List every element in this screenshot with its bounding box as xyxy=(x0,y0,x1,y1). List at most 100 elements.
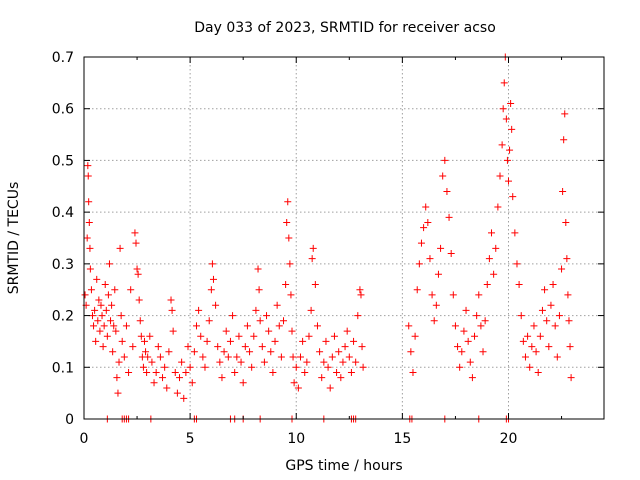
data-point-0-30 xyxy=(110,322,118,330)
data-point-0-163 xyxy=(354,312,362,320)
data-point-0-72 xyxy=(176,374,184,382)
axis-ticks: 0 5 10 15 20 0 0.1 0.2 0.3 0.4 0.5 0.6 0.7 xyxy=(52,50,604,447)
data-point-0-81 xyxy=(195,306,203,314)
data-point-0-95 xyxy=(222,327,230,335)
data-point-0-250 xyxy=(563,255,571,263)
data-point-0-143 xyxy=(311,281,319,289)
data-point-0-134 xyxy=(294,384,302,392)
data-point-0-220 xyxy=(507,100,515,108)
data-point-0-186 xyxy=(443,187,451,195)
data-point-0-151 xyxy=(328,353,336,361)
data-point-0-179 xyxy=(428,291,436,299)
data-point-0-120 xyxy=(273,301,281,309)
data-point-0-3 xyxy=(84,162,92,170)
data-point-0-192 xyxy=(456,363,464,371)
data-point-0-177 xyxy=(424,218,432,226)
data-point-0-124 xyxy=(282,281,290,289)
grid xyxy=(84,56,604,419)
data-point-0-181 xyxy=(432,301,440,309)
data-point-0-88 xyxy=(208,260,216,268)
data-point-0-170 xyxy=(409,368,417,376)
data-point-0-8 xyxy=(86,265,94,273)
data-point-0-19 xyxy=(98,312,106,320)
data-point-0-229 xyxy=(524,332,532,340)
data-point-0-115 xyxy=(263,312,271,320)
data-point-0-127 xyxy=(285,234,293,242)
data-point-0-244 xyxy=(555,312,563,320)
data-point-0-42 xyxy=(127,286,135,294)
data-point-0-211 xyxy=(496,172,504,180)
x-tick-label-2: 10 xyxy=(287,431,305,447)
data-point-0-6 xyxy=(85,218,93,226)
data-point-0-71 xyxy=(173,389,181,397)
data-point-0-73 xyxy=(178,358,186,366)
data-point-0-196 xyxy=(464,337,472,345)
x-tick-label-0: 0 xyxy=(80,431,89,447)
data-point-0-132 xyxy=(290,379,298,387)
data-point-0-225 xyxy=(515,281,523,289)
data-point-0-198 xyxy=(468,374,476,382)
x-tick-label-1: 5 xyxy=(186,431,195,447)
data-point-0-140 xyxy=(307,306,315,314)
data-point-0-87 xyxy=(207,286,215,294)
data-point-0-139 xyxy=(305,332,313,340)
x-axis-label: GPS time / hours xyxy=(285,458,402,474)
data-point-0-105 xyxy=(243,322,251,330)
data-point-0-102 xyxy=(237,358,245,366)
data-point-0-69 xyxy=(169,327,177,335)
data-point-0-29 xyxy=(109,348,117,356)
data-point-0-138 xyxy=(303,358,311,366)
data-point-0-243 xyxy=(553,353,561,361)
data-point-0-230 xyxy=(526,363,534,371)
data-point-0-80 xyxy=(192,322,200,330)
data-point-0-108 xyxy=(250,332,258,340)
data-point-0-56 xyxy=(144,353,152,361)
data-point-0-223 xyxy=(511,229,519,237)
data-point-0-247 xyxy=(560,136,568,144)
data-point-0-83 xyxy=(199,353,207,361)
data-point-0-199 xyxy=(471,332,479,340)
data-point-0-254 xyxy=(567,374,575,382)
data-point-0-180 xyxy=(430,317,438,325)
data-point-0-65 xyxy=(163,384,171,392)
data-point-0-107 xyxy=(248,363,256,371)
data-point-0-36 xyxy=(116,244,124,252)
data-point-0-157 xyxy=(341,343,349,351)
data-point-0-44 xyxy=(131,229,139,237)
data-point-0-185 xyxy=(441,156,449,164)
y-tick-label-0: 0 xyxy=(65,412,74,428)
data-point-0-25 xyxy=(104,291,112,299)
data-point-0-252 xyxy=(565,317,573,325)
data-point-0-79 xyxy=(190,348,198,356)
data-point-0-92 xyxy=(216,358,224,366)
data-point-0-46 xyxy=(133,265,141,273)
y-axis-label: SRMTID / TECUs xyxy=(6,182,22,295)
data-point-0-141 xyxy=(308,255,316,263)
data-point-0-63 xyxy=(159,374,167,382)
data-point-0-130 xyxy=(288,327,296,335)
data-point-0-191 xyxy=(454,343,462,351)
data-point-0-110 xyxy=(254,265,262,273)
data-point-0-96 xyxy=(224,353,232,361)
data-point-0-218 xyxy=(504,177,512,185)
data-point-0-93 xyxy=(218,374,226,382)
data-point-0-100 xyxy=(233,353,241,361)
data-point-0-232 xyxy=(530,322,538,330)
data-point-0-84 xyxy=(201,363,209,371)
data-point-0-200 xyxy=(473,312,481,320)
data-point-0-48 xyxy=(135,296,143,304)
data-point-0-209 xyxy=(492,244,500,252)
data-point-0-165 xyxy=(357,291,365,299)
data-point-0-57 xyxy=(146,332,154,340)
data-point-0-17 xyxy=(96,327,104,335)
data-point-0-7 xyxy=(86,244,94,252)
data-point-0-126 xyxy=(284,198,292,206)
data-point-0-99 xyxy=(231,368,239,376)
data-point-0-112 xyxy=(256,317,264,325)
data-point-0-111 xyxy=(255,286,263,294)
data-point-0-13 xyxy=(92,337,100,345)
data-point-0-121 xyxy=(275,322,283,330)
data-point-0-133 xyxy=(292,363,300,371)
data-point-0-242 xyxy=(551,322,559,330)
data-point-0-142 xyxy=(309,244,317,252)
